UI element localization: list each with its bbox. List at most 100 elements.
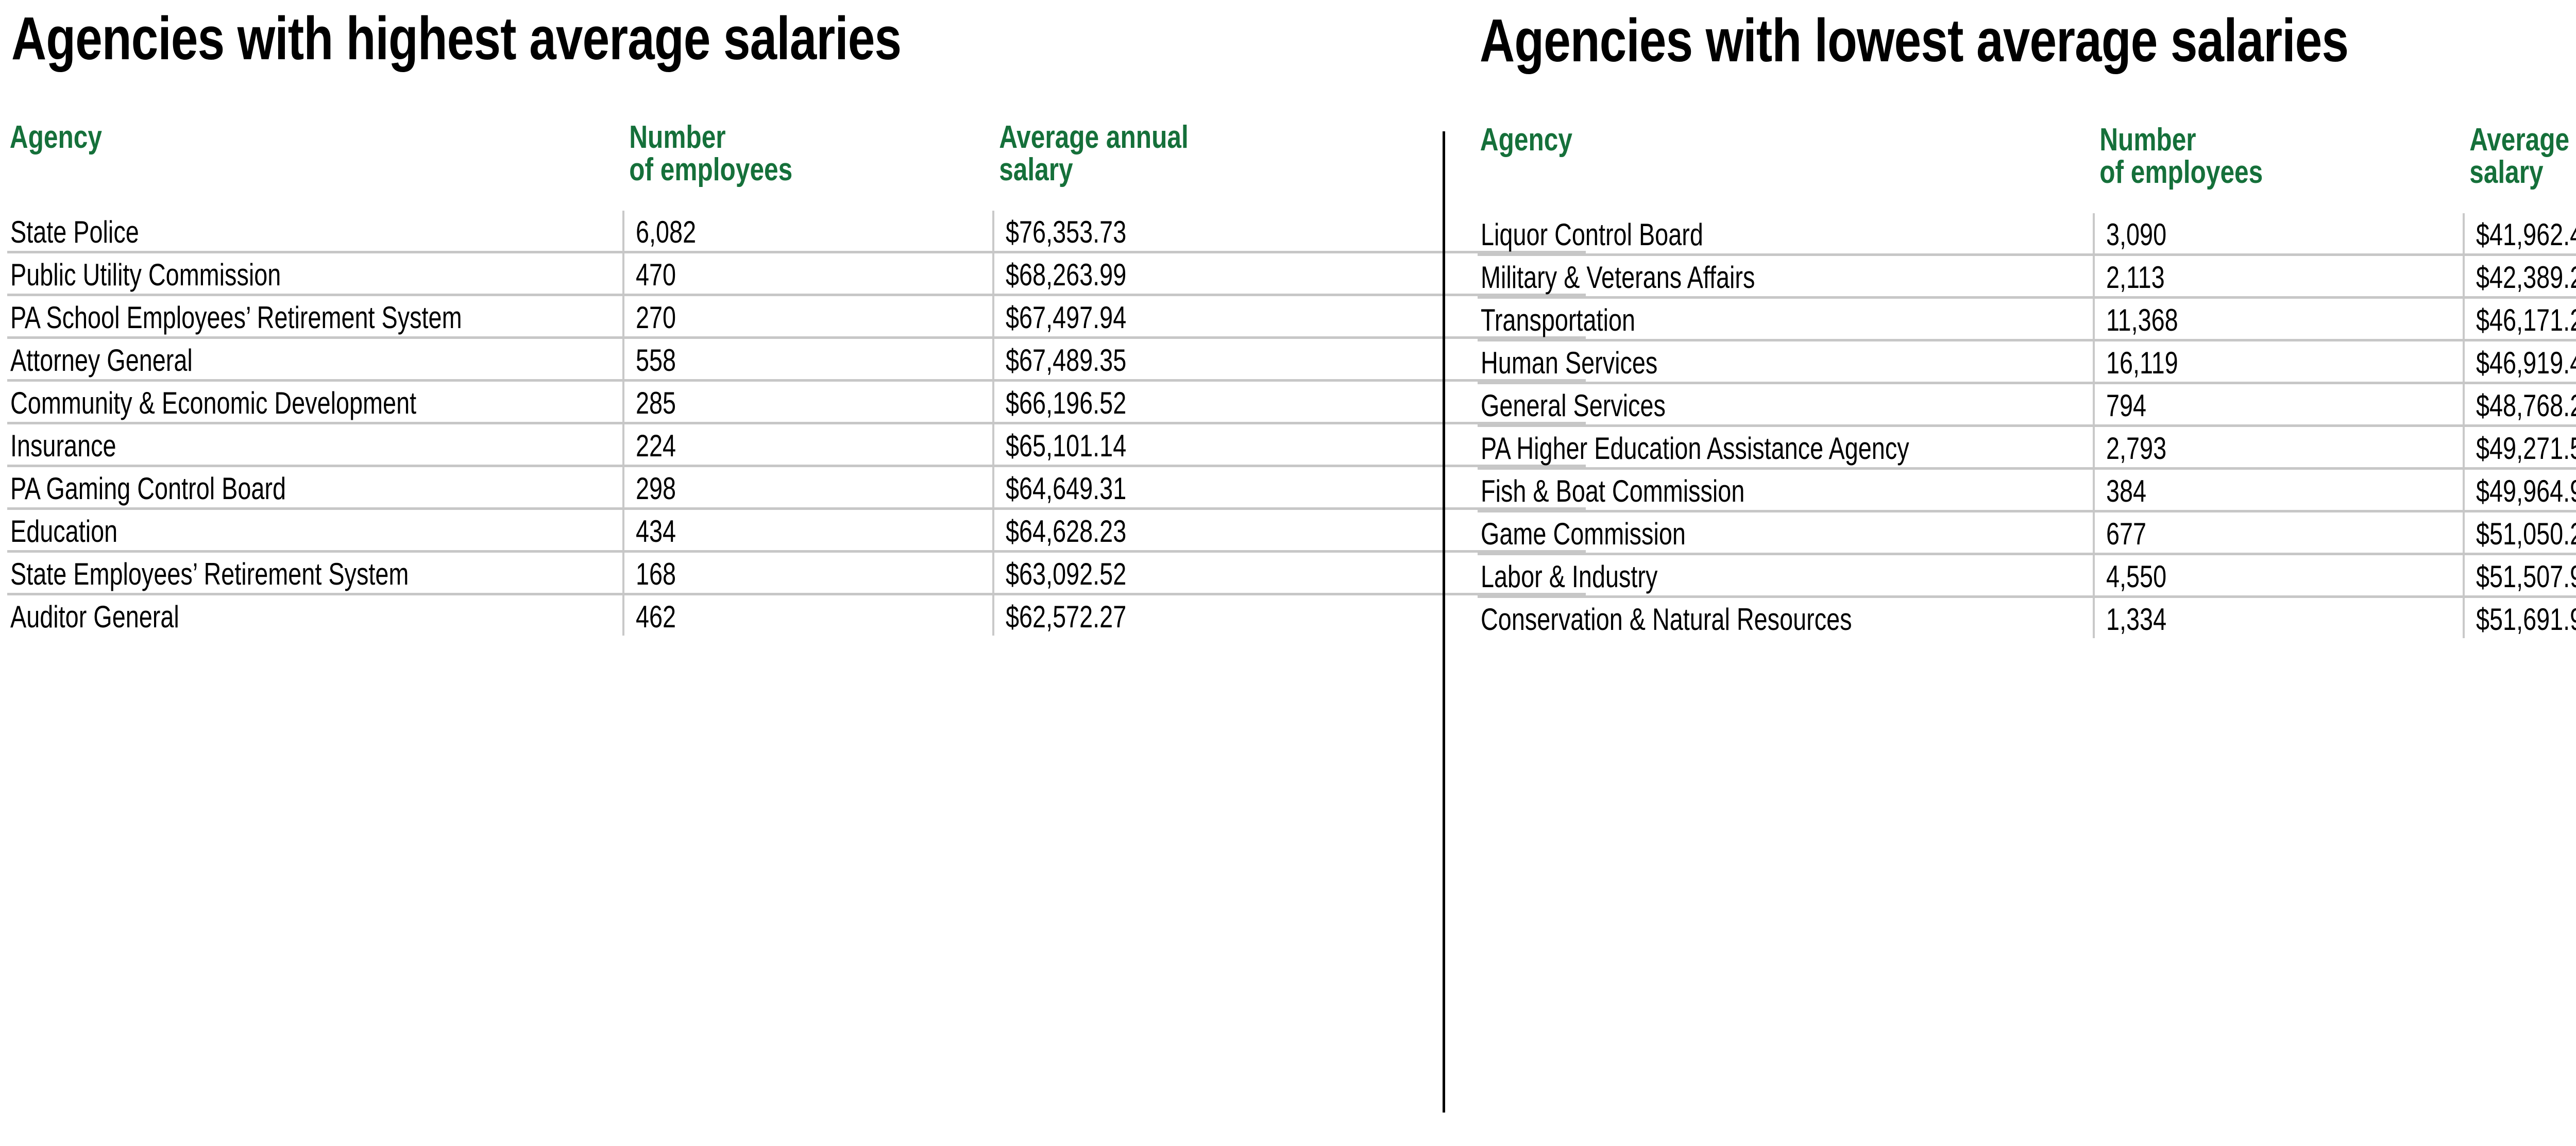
cell-employees-text: 434 [636,514,676,549]
table-row: Military & Veterans Affairs 2,113 $42,389.… [1478,253,2576,298]
cell-agency: Game Commission [1478,510,2094,554]
cell-agency-text: PA Gaming Control Board [10,471,286,506]
cell-agency: State Police [7,211,623,252]
cell-employees-text: 2,793 [2106,431,2167,466]
cell-salary-text: $46,171.26 [2476,303,2576,337]
cell-salary: $48,768.24 [2463,382,2576,426]
cell-salary: $41,962.45 [2463,213,2576,255]
table-row: Community & Economic Development 285 $66,1… [7,379,1586,423]
cell-employees-text: 168 [636,557,676,591]
cell-agency: Conservation & Natural Resources [1478,595,2094,638]
cell-agency: Insurance [7,422,623,466]
cell-salary-text: $51,507.99 [2476,559,2576,594]
cell-agency-text: Community & Economic Development [10,386,417,420]
column-header-agency: Agency [9,119,102,155]
lowest-salaries-panel: Agencies with lowest average salaries Ag… [1468,0,2576,1146]
panel-divider [1443,131,1445,1113]
cell-employees-text: 16,119 [2106,346,2178,380]
cell-salary: $51,050.28 [2463,510,2576,554]
cell-employees: 558 [622,336,993,381]
cell-employees-text: 285 [636,386,676,420]
column-header-employees: Number of employees [2099,122,2263,190]
cell-agency-text: PA School Employees’ Retirement System [10,300,462,335]
page-title-lowest: Agencies with lowest average salaries [1480,7,2349,75]
cell-salary-text: $49,964.94 [2476,474,2576,508]
column-header-salary: Average annual salary [2469,122,2570,190]
cell-employees: 794 [2093,382,2464,426]
table-row: Game Commission 677 $51,050.28 [1478,510,2576,554]
cell-employees-text: 558 [636,343,676,378]
table-body-lowest: Liquor Control Board3,090$41,962.45Milit… [1478,213,2576,638]
page-title-highest: Agencies with highest average salaries [11,5,902,73]
cell-salary-text: $62,572.27 [1006,600,1127,634]
cell-employees: 462 [622,593,993,636]
cell-agency: PA Gaming Control Board [7,465,623,509]
cell-agency: Education [7,507,623,552]
cell-salary: $49,964.94 [2463,467,2576,511]
cell-agency: Fish & Boat Commission [1478,467,2094,511]
lowest-salaries-table: Agency Number of employees Average annua… [1478,124,2576,638]
cell-salary-text: $65,101.14 [1006,429,1127,463]
cell-employees: 168 [622,550,993,594]
cell-agency: Auditor General [7,593,623,636]
table-header-row-lowest: Agency Number of employees Average annua… [1478,124,2576,213]
cell-salary: $51,691.92 [2463,595,2576,638]
cell-employees: 4,550 [2093,553,2464,597]
cell-salary: $76,353.73 [992,211,1586,252]
cell-agency-text: Military & Veterans Affairs [1481,260,1755,295]
cell-salary-text: $51,691.92 [2476,602,2576,637]
cell-employees: 11,368 [2093,296,2464,340]
cell-agency-text: Human Services [1481,346,1658,380]
cell-employees-text: 794 [2106,388,2147,423]
cell-agency-text: Conservation & Natural Resources [1481,602,1852,637]
cell-salary-text: $46,919.41 [2476,346,2576,380]
table-row: State Employees’ Retirement System 168 $63… [7,550,1586,594]
cell-salary-text: $67,489.35 [1006,343,1127,378]
cell-employees: 1,334 [2093,595,2464,638]
table-row: PA School Employees’ Retirement System 27… [7,294,1586,338]
cell-employees: 3,090 [2093,213,2464,255]
table-row: Education 434 $64,628.23 [7,507,1586,552]
cell-employees-text: 270 [636,300,676,335]
table-row: Fish & Boat Commission 384 $49,964.94 [1478,467,2576,511]
cell-salary-text: $76,353.73 [1006,215,1127,249]
column-header-agency: Agency [1480,122,1572,158]
cell-agency-text: Fish & Boat Commission [1481,474,1745,508]
cell-salary: $46,919.41 [2463,339,2576,383]
column-header-salary: Average annual salary [999,119,1189,187]
cell-employees: 298 [622,465,993,509]
cell-employees: 2,793 [2093,424,2464,469]
table-row: Labor & Industry 4,550 $51,507.99 [1478,553,2576,597]
cell-employees: 285 [622,379,993,423]
cell-agency-text: Game Commission [1481,517,1686,551]
table-row: Public Utility Commission 470 $68,263.99 [7,251,1586,295]
cell-employees-text: 470 [636,258,676,292]
cell-agency: State Employees’ Retirement System [7,550,623,594]
cell-agency: Public Utility Commission [7,251,623,295]
cell-agency-text: General Services [1481,388,1666,423]
table-row: PA Higher Education Assistance Agency 2,7… [1478,424,2576,469]
table-header-row-highest: Agency Number of employees Average annua… [7,121,1586,211]
cell-agency-text: Transportation [1481,303,1636,337]
cell-agency-text: State Police [10,215,139,249]
table-row: Auditor General 462 $62,572.27 [7,593,1586,636]
cell-employees: 677 [2093,510,2464,554]
cell-agency: Community & Economic Development [7,379,623,423]
cell-employees: 16,119 [2093,339,2464,383]
cell-employees: 470 [622,251,993,295]
cell-employees-text: 11,368 [2106,303,2178,337]
cell-employees-text: 4,550 [2106,559,2167,594]
cell-agency-text: State Employees’ Retirement System [10,557,409,591]
cell-salary-text: $48,768.24 [2476,388,2576,423]
table-row: Transportation 11,368 $46,171.26 [1478,296,2576,340]
cell-agency: Transportation [1478,296,2094,340]
cell-salary-text: $41,962.45 [2476,217,2576,252]
cell-salary-text: $42,389.27 [2476,260,2576,295]
cell-agency-text: Auditor General [10,600,179,634]
table-row: Conservation & Natural Resources 1,334 $51… [1478,595,2576,638]
highest-salaries-table: Agency Number of employees Average annua… [7,121,1586,636]
cell-agency-text: Insurance [10,429,116,463]
cell-agency: Military & Veterans Affairs [1478,253,2094,298]
highest-salaries-panel: Agencies with highest average salaries A… [7,5,1586,636]
cell-employees: 384 [2093,467,2464,511]
